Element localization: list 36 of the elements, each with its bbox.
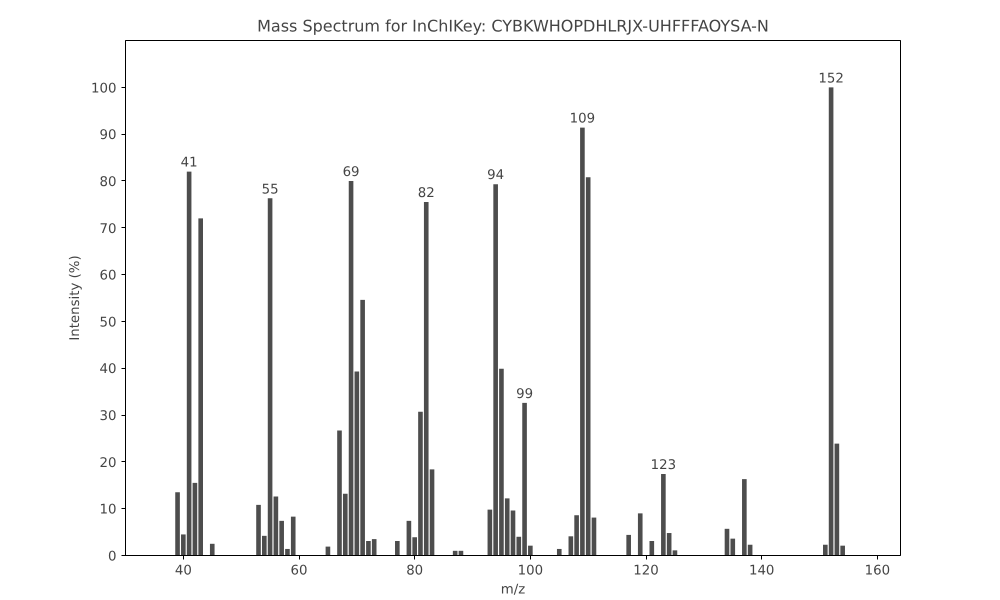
y-tick-label: 50 [100,315,117,330]
bar [326,546,330,556]
y-tick-label: 100 [91,81,117,96]
y-tick-label: 70 [100,222,117,237]
x-axis-title: m/z [500,582,526,598]
x-tick-label: 160 [864,564,890,578]
y-axis-title: Intensity (%) [68,255,84,341]
bar [626,534,631,556]
y-tick-label: 60 [100,268,117,284]
x-tick-label: 120 [633,564,659,578]
x-tick-label: 60 [290,564,308,578]
x-tick-label: 140 [748,564,774,578]
y-tick-label: 0 [108,550,117,564]
annotation: 55 [262,182,279,198]
y-tick-label: 20 [100,456,117,471]
annotation: 94 [487,168,504,184]
y-tick-label: 90 [100,128,117,144]
y-tick-label: 10 [100,502,117,518]
annotation: 41 [180,156,198,171]
annotation: 99 [516,386,534,402]
bar [210,544,215,556]
bar [638,513,643,556]
bar [395,540,400,556]
y-tick-label: 80 [100,174,117,190]
y-tick-label: 30 [100,409,117,424]
annotation: 109 [570,112,596,127]
x-tick-label: 100 [518,564,544,578]
x-tick-label: 40 [174,564,192,578]
y-tick-label: 40 [100,362,117,378]
annotation: 123 [650,458,676,474]
annotation: 152 [818,71,844,86]
annotation: 82 [418,186,435,202]
bar [649,540,654,556]
annotation: 69 [342,164,360,180]
chart-title: Mass Spectrum for InChIKey: CYBKWHOPDHLRJX-UHFFFAOYSA-N [257,16,769,36]
x-tick-label: 80 [406,564,424,578]
